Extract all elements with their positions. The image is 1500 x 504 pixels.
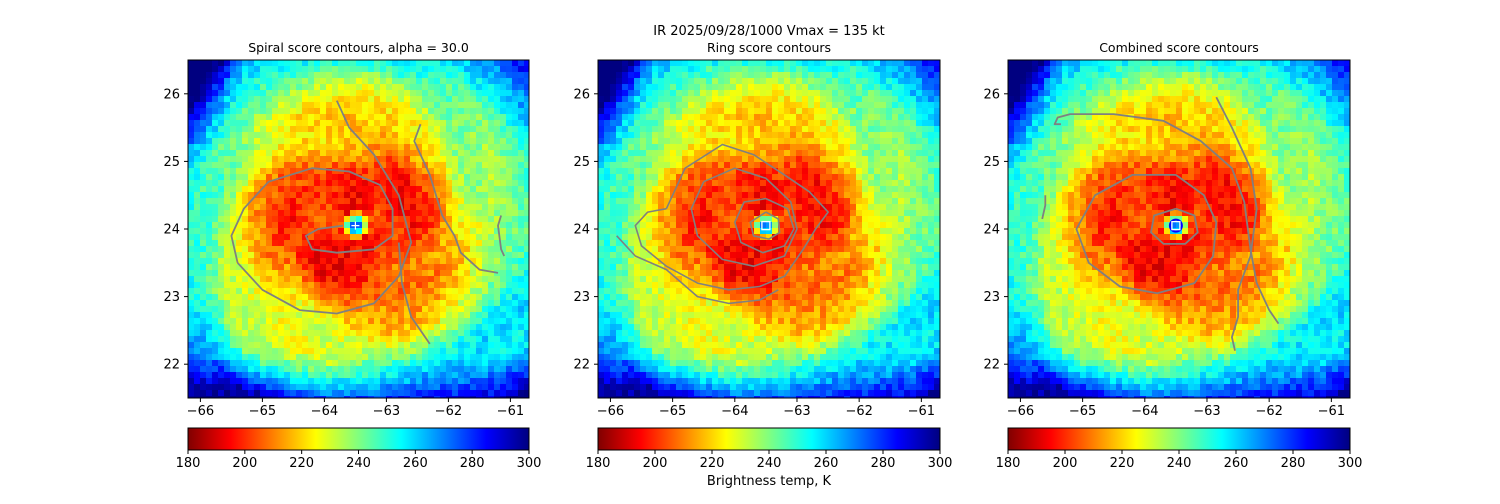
y-tick-label: 24	[163, 223, 180, 238]
colorbar-tick-label: 220	[289, 456, 314, 471]
y-tick-label: 26	[983, 87, 1000, 102]
y-tick-label: 22	[163, 358, 180, 373]
y-tick-label: 22	[983, 358, 1000, 373]
panel-title: Ring score contours	[707, 40, 831, 55]
x-tick-label: −61	[1318, 404, 1345, 419]
colorbar-tick-label: 180	[996, 456, 1021, 471]
colorbar: 180 200 220 240 260 280 300	[176, 428, 542, 471]
x-tick-label: −66	[597, 404, 624, 419]
brightness-heatmap	[598, 60, 941, 403]
y-tick-label: 23	[573, 290, 590, 305]
y-tick-label: 26	[573, 87, 590, 102]
y-tick-label: 24	[573, 223, 590, 238]
colorbar-tick-label: 200	[232, 456, 257, 471]
colorbar-tick-label: 300	[1338, 456, 1363, 471]
colorbar-tick-label: 260	[1224, 456, 1249, 471]
x-tick-label: −61	[497, 404, 524, 419]
colorbar-gradient	[188, 428, 529, 450]
colorbar-label: Brightness temp, K	[707, 474, 832, 489]
panel-1: Spiral score contours, alpha = 30.0 −66 −6…	[163, 40, 541, 471]
x-tick-label: −63	[1193, 404, 1220, 419]
x-tick-label: −64	[1131, 404, 1158, 419]
colorbar-tick-label: 220	[1110, 456, 1135, 471]
panel-title: Combined score contours	[1099, 40, 1259, 55]
y-tick-label: 22	[573, 358, 590, 373]
colorbar-tick-label: 220	[700, 456, 725, 471]
panel-3: Combined score contours −66 −65 −64 −63 −62 −6…	[983, 40, 1362, 471]
x-tick-label: −64	[311, 404, 338, 419]
colorbar-tick-label: 280	[460, 456, 485, 471]
colorbar-tick-label: 240	[346, 456, 371, 471]
x-tick-label: −66	[1007, 404, 1034, 419]
x-tick-label: −61	[908, 404, 935, 419]
colorbar-tick-label: 260	[403, 456, 428, 471]
panels-group: Spiral score contours, alpha = 30.0 −66 −6…	[163, 40, 1362, 471]
colorbar-tick-label: 180	[586, 456, 611, 471]
y-tick-label: 26	[163, 87, 180, 102]
colorbar: 180 200 220 240 260 280 300	[996, 428, 1363, 471]
colorbar-tick-label: 280	[871, 456, 896, 471]
colorbar-tick-label: 200	[643, 456, 668, 471]
y-tick-label: 25	[573, 155, 590, 170]
y-tick-label: 25	[983, 155, 1000, 170]
colorbar-gradient	[1008, 428, 1350, 450]
y-tick-label: 23	[163, 290, 180, 305]
x-tick-label: −62	[845, 404, 872, 419]
colorbar-tick-label: 300	[517, 456, 542, 471]
colorbar-tick-label: 200	[1053, 456, 1078, 471]
panel-2: Ring score contours −66 −65 −64 −63 −62 −61 22 2…	[573, 40, 952, 471]
x-tick-label: −62	[1255, 404, 1282, 419]
brightness-heatmap	[188, 60, 531, 403]
x-tick-label: −63	[373, 404, 400, 419]
colorbar: 180 200 220 240 260 280 300	[586, 428, 953, 471]
colorbar-tick-label: 300	[928, 456, 953, 471]
y-tick-label: 23	[983, 290, 1000, 305]
x-tick-label: −65	[659, 404, 686, 419]
colorbar-gradient	[598, 428, 940, 450]
figure-suptitle: IR 2025/09/28/1000 Vmax = 135 kt	[653, 24, 884, 39]
y-tick-label: 25	[163, 155, 180, 170]
y-tick-label: 24	[983, 223, 1000, 238]
x-tick-label: −66	[187, 404, 214, 419]
colorbar-tick-label: 240	[1167, 456, 1192, 471]
panel-title: Spiral score contours, alpha = 30.0	[248, 40, 469, 55]
colorbar-tick-label: 260	[814, 456, 839, 471]
x-tick-label: −64	[721, 404, 748, 419]
colorbar-tick-label: 180	[176, 456, 201, 471]
x-tick-label: −62	[435, 404, 462, 419]
x-tick-label: −63	[783, 404, 810, 419]
colorbar-tick-label: 280	[1281, 456, 1306, 471]
colorbar-tick-label: 240	[757, 456, 782, 471]
x-tick-label: −65	[249, 404, 276, 419]
x-tick-label: −65	[1069, 404, 1096, 419]
